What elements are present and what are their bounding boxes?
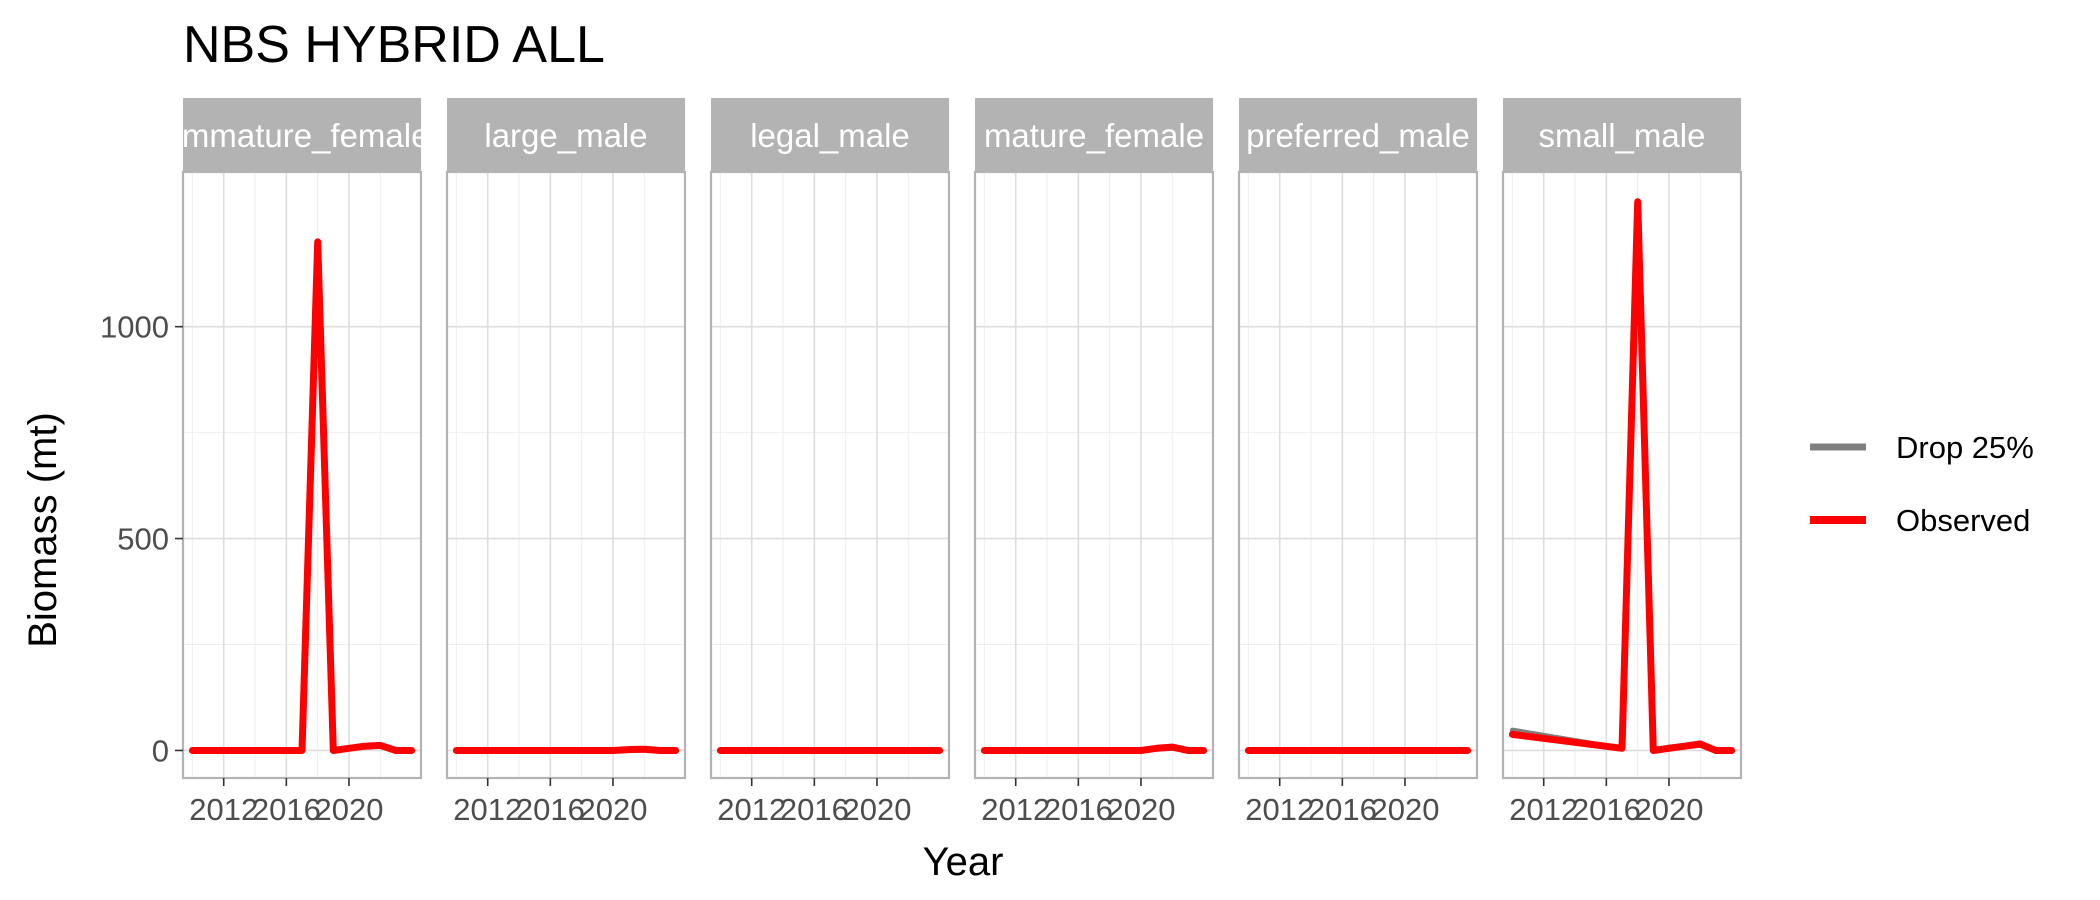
chart-title: NBS HYBRID ALL: [183, 16, 605, 74]
facet-strip-label: preferred_male: [1246, 117, 1470, 154]
facet-strip-label: small_male: [1539, 117, 1706, 154]
facet-strip: [975, 98, 1213, 172]
facet-strip-label: immature_female: [175, 117, 430, 154]
series-line-observed: [980, 743, 1208, 754]
x-tick-label: 2012: [1509, 792, 1578, 827]
x-tick-label: 2012: [717, 792, 786, 827]
x-tick-label: 2020: [578, 792, 647, 827]
x-tick-label: 2020: [1634, 792, 1703, 827]
facet-strip-label: mature_female: [984, 117, 1204, 154]
series-line-observed: [188, 238, 416, 754]
series-line-observed: [1508, 198, 1736, 754]
x-tick-label: 2016: [252, 792, 321, 827]
x-tick-label: 2012: [453, 792, 522, 827]
x-tick-label: 2020: [1106, 792, 1175, 827]
x-tick-label: 2020: [842, 792, 911, 827]
legend-label: Drop 25%: [1896, 430, 2034, 465]
facet-strip: [1503, 98, 1741, 172]
y-tick-label: 500: [117, 522, 169, 557]
panel-border: [973, 170, 1215, 780]
panel-border: [1237, 170, 1479, 780]
panel-border: [181, 170, 423, 780]
legend: Drop 25% Observed: [1810, 430, 2034, 538]
facet-strip: [711, 98, 949, 172]
facet-strip-label: large_male: [484, 117, 647, 154]
facet-strip-label: legal_male: [750, 117, 910, 154]
panel-border: [709, 170, 951, 780]
facet-strip: [447, 98, 685, 172]
x-tick-label: 2016: [1308, 792, 1377, 827]
y-tick-label: 0: [152, 733, 169, 768]
x-tick-label: 2012: [981, 792, 1050, 827]
legend-label: Observed: [1896, 503, 2030, 538]
y-tick-label: 1000: [100, 310, 169, 345]
x-tick-label: 2020: [314, 792, 383, 827]
x-tick-label: 2012: [1245, 792, 1314, 827]
panel-border: [445, 170, 687, 780]
x-tick-label: 2020: [1370, 792, 1439, 827]
x-tick-label: 2012: [189, 792, 258, 827]
panel-border: [1501, 170, 1743, 780]
x-tick-label: 2016: [780, 792, 849, 827]
facet-panels: immature_female20122016202005001000large…: [100, 98, 1743, 827]
x-axis-title: Year: [923, 840, 1004, 884]
series-line-observed: [452, 745, 680, 754]
y-axis-title: Biomass (mt): [21, 412, 65, 648]
x-tick-label: 2016: [1044, 792, 1113, 827]
facet-strip: [1239, 98, 1477, 172]
x-tick-label: 2016: [1572, 792, 1641, 827]
facet-strip: [183, 98, 421, 172]
x-tick-label: 2016: [516, 792, 585, 827]
